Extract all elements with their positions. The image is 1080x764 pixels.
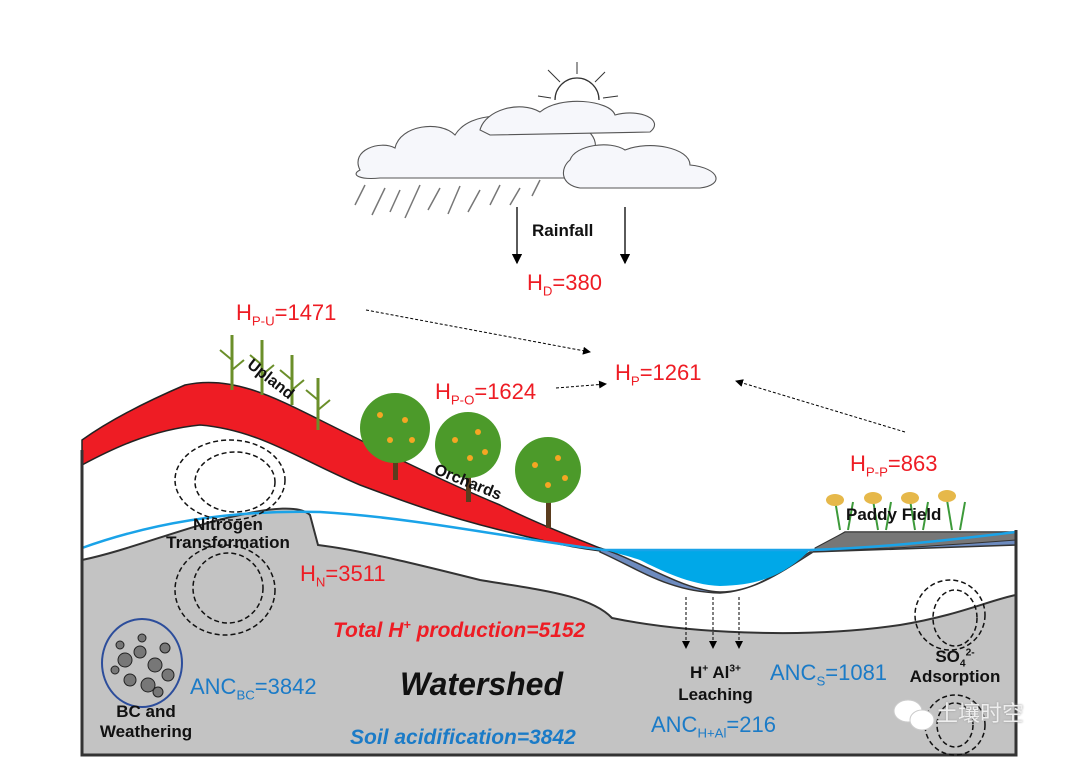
ancs-subscript: S [816, 673, 826, 689]
nitrogen-cycle-icon [174, 439, 286, 636]
hd-subscript: D [542, 283, 553, 299]
total-post: production=5152 [410, 619, 586, 642]
hpp-symbol: H [850, 451, 866, 476]
wechat-icon [893, 699, 935, 731]
ancbc-subscript: BC [236, 687, 255, 703]
hpp-subscript: P-P [865, 464, 888, 480]
hn-symbol: H [300, 561, 316, 586]
flux-arrow-upland [365, 309, 591, 355]
hpp-number: =863 [887, 451, 938, 476]
leach-h: H [690, 663, 703, 682]
leach-h-sup: + [702, 663, 709, 675]
anchal-value: ANCH+Al=216 [651, 712, 776, 740]
total-pre: Total H [333, 619, 404, 642]
nitrogen-line-1: Nitrogen [193, 515, 263, 534]
rice-plant-icon [826, 490, 966, 531]
anchal-subscript: H+Al [697, 725, 727, 741]
watershed-outline [80, 450, 1018, 757]
bc-weathering-label: BC and Weathering [90, 702, 202, 742]
cloud-icon [355, 100, 717, 189]
anchal-symbol: ANC [651, 712, 698, 737]
hd-number: =380 [552, 270, 602, 295]
adsorption-line: Adsorption [909, 667, 1001, 686]
water-table-line [81, 510, 1017, 552]
hn-number: =3511 [325, 561, 386, 586]
ancbc-number: =3842 [254, 674, 317, 699]
hpo-value: HP-O=1624 [435, 379, 537, 407]
hpo-number: =1624 [474, 379, 537, 404]
sun-icon [537, 62, 619, 101]
hpu-value: HP-U=1471 [236, 300, 337, 328]
leach-al: Al [708, 663, 730, 682]
corn-plant-icon [219, 335, 331, 430]
hpu-subscript: P-U [251, 313, 275, 329]
leaching-label: H+ Al3+ Leaching [668, 662, 763, 706]
leach-al-sup: 3+ [729, 663, 741, 675]
hpp-value: HP-P=863 [850, 451, 938, 479]
bc-line-2: Weathering [99, 722, 193, 741]
so4: SO [935, 647, 960, 666]
flux-arrow-paddy [735, 379, 906, 433]
hpu-symbol: H [236, 300, 252, 325]
flux-arrow-orchard [555, 380, 607, 389]
so4-sup: 2- [965, 647, 975, 659]
hpu-number: =1471 [274, 300, 337, 325]
rock-weathering-icon [101, 618, 183, 708]
river-water [605, 550, 810, 586]
watermark-text: 土壤时空 [936, 702, 1025, 727]
hp-subscript: P [630, 373, 640, 389]
rainfall-label: Rainfall [532, 221, 594, 240]
leaching-line-2: Leaching [678, 685, 753, 704]
sulfate-adsorption-label: SO42- Adsorption [900, 647, 1010, 687]
ancs-number: =1081 [825, 660, 888, 685]
hn-value: HN=3511 [300, 561, 386, 589]
watershed-title: Watershed [400, 666, 564, 702]
orange-tree-icon [360, 393, 581, 528]
so4-sub: 4 [959, 658, 966, 670]
nitrogen-line-2: Transformation [166, 533, 290, 552]
hd-symbol: H [527, 270, 543, 295]
hpo-symbol: H [435, 379, 451, 404]
soil-acidification-total: Soil acidification=3842 [350, 726, 576, 749]
total-sup: + [403, 618, 411, 632]
rain-icon [354, 179, 541, 219]
ancs-value: ANCS=1081 [770, 660, 888, 688]
paddy-field-label: Paddy Field [846, 505, 942, 524]
hp-number: =1261 [639, 360, 702, 385]
ancbc-value: ANCBC=3842 [190, 674, 317, 702]
nitrogen-transformation-label: Nitrogen Transformation [157, 516, 299, 552]
hd-value: HD=380 [527, 270, 602, 298]
anchal-number: =216 [726, 712, 776, 737]
ancs-symbol: ANC [770, 660, 817, 685]
total-h-production: Total H+ production=5152 [333, 618, 586, 642]
hpo-subscript: P-O [450, 392, 475, 408]
bc-line-1: BC and [116, 702, 176, 721]
ancbc-symbol: ANC [190, 674, 237, 699]
hp-symbol: H [615, 360, 631, 385]
hn-subscript: N [315, 574, 326, 590]
hp-value: HP=1261 [615, 360, 702, 388]
sulfate-cycle-icon [914, 579, 986, 756]
